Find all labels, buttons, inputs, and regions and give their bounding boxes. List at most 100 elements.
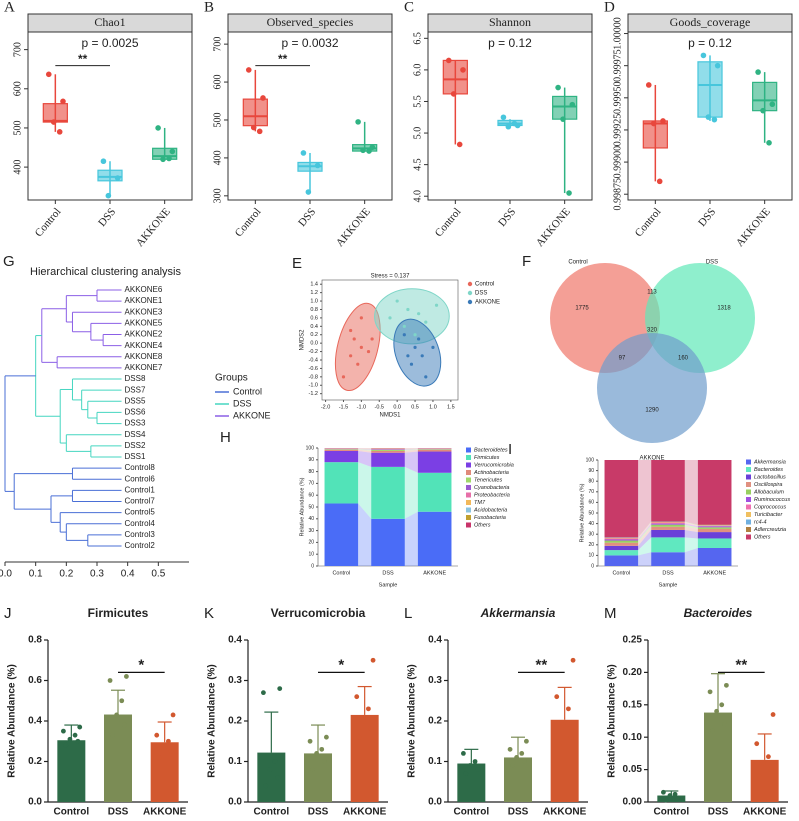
legend-label: TM7: [474, 500, 486, 506]
flow-band: [638, 460, 652, 538]
legend-swatch: [466, 522, 471, 528]
panel-letter: A: [4, 0, 15, 15]
point: [388, 316, 392, 320]
flow-band: [638, 537, 652, 556]
point: [554, 694, 560, 700]
y-tick-label: -1.0: [309, 383, 318, 389]
flow-band: [358, 448, 372, 450]
point: [370, 657, 376, 663]
point: [370, 337, 374, 341]
y-tick-label: 0.99925: [612, 114, 623, 147]
leaf-label: DSS4: [125, 430, 146, 439]
region-count: 113: [647, 290, 657, 296]
panel-letter: L: [404, 605, 412, 622]
region-count: 1775: [575, 306, 589, 312]
panel-letter: H: [220, 429, 231, 446]
bar-segment: [604, 550, 639, 556]
y-tick-label: 0.2: [310, 332, 318, 338]
legend-swatch: [746, 467, 751, 472]
x-tick-label: -2.0: [321, 404, 330, 410]
y-axis-label: Relative Abundance (%): [607, 664, 618, 778]
point: [310, 767, 315, 772]
legend-swatch: [466, 492, 471, 498]
y-tick-label: 0.1: [428, 756, 442, 767]
legend-label: Others: [754, 534, 771, 540]
point: [160, 742, 166, 748]
point: [300, 150, 307, 156]
y-tick-label: 400: [12, 160, 23, 175]
point: [314, 751, 319, 756]
y-tick-label: 60: [588, 500, 594, 506]
set-label: DSS: [706, 260, 718, 266]
y-tick-label: 0.0: [228, 797, 242, 808]
point: [369, 144, 376, 151]
y-tick-label: -1.2: [309, 391, 318, 397]
x-tick-label: DSS: [96, 206, 118, 229]
x-tick-label: Control: [33, 206, 64, 239]
point: [566, 190, 572, 196]
bar-segment: [604, 460, 639, 538]
legend-swatch: [746, 459, 751, 465]
legend-swatch: [746, 534, 751, 540]
panel-title: Chao1: [94, 15, 125, 29]
point: [355, 119, 361, 125]
flow-band: [684, 526, 698, 533]
y-tick-label: 0.8: [28, 635, 42, 646]
y-tick-label: 0.99950: [612, 82, 623, 115]
y-tick-label: 1.4: [310, 282, 318, 288]
y-tick-label: 600: [212, 75, 223, 90]
point: [307, 738, 313, 744]
chart-title: Firmicutes: [88, 606, 149, 620]
point: [359, 316, 363, 320]
flow-band: [638, 526, 652, 546]
x-tick-label: 0.1: [29, 569, 43, 580]
bar: [104, 714, 132, 802]
y-tick-label: 0.4: [428, 635, 442, 646]
point: [700, 52, 707, 59]
point: [656, 178, 663, 185]
point: [114, 175, 121, 181]
point: [261, 690, 266, 696]
bar-segment: [604, 542, 639, 546]
legend-swatch: [746, 497, 751, 502]
legend-swatch: [466, 462, 471, 468]
y-tick-label: -0.8: [309, 374, 318, 380]
flow-band: [404, 451, 418, 473]
y-tick-label: 5.5: [412, 95, 423, 108]
point: [755, 69, 761, 75]
flow-band: [358, 462, 372, 519]
point: [424, 375, 428, 379]
point: [510, 763, 515, 768]
panel-letter: D: [604, 0, 615, 15]
leaf-label: DSS5: [125, 396, 146, 405]
bar-segment: [371, 452, 405, 467]
point: [366, 349, 371, 354]
bar-segment: [371, 450, 405, 453]
y-tick-label: 1.00000: [612, 17, 623, 50]
box: [242, 98, 268, 127]
y-tick-label: 0.4: [28, 716, 42, 727]
legend-label: DSS: [233, 398, 252, 408]
bar: [750, 759, 779, 802]
point: [356, 734, 362, 740]
bar-segment: [417, 449, 452, 452]
chart-title: Stress = 0.137: [371, 274, 411, 280]
bar-segment: [651, 524, 685, 527]
x-tick-label: Control: [254, 807, 290, 818]
x-tick-label: DSS: [508, 807, 529, 818]
y-tick-label: 100: [306, 445, 315, 451]
panel-title: Goods_coverage: [670, 15, 751, 29]
y-tick-label: 0.0: [310, 341, 318, 347]
y-axis-label: Relative Abundance (%): [7, 664, 18, 778]
point: [511, 120, 518, 127]
point: [406, 307, 410, 312]
bar-segment: [371, 449, 405, 450]
point: [77, 724, 83, 730]
point: [566, 706, 571, 712]
flow-band: [638, 521, 652, 538]
bar-segment: [651, 460, 685, 522]
x-tick-label: AKKONE: [743, 807, 787, 818]
point: [456, 141, 463, 148]
bar-segment: [651, 523, 685, 525]
y-tick-label: 300: [212, 188, 223, 203]
